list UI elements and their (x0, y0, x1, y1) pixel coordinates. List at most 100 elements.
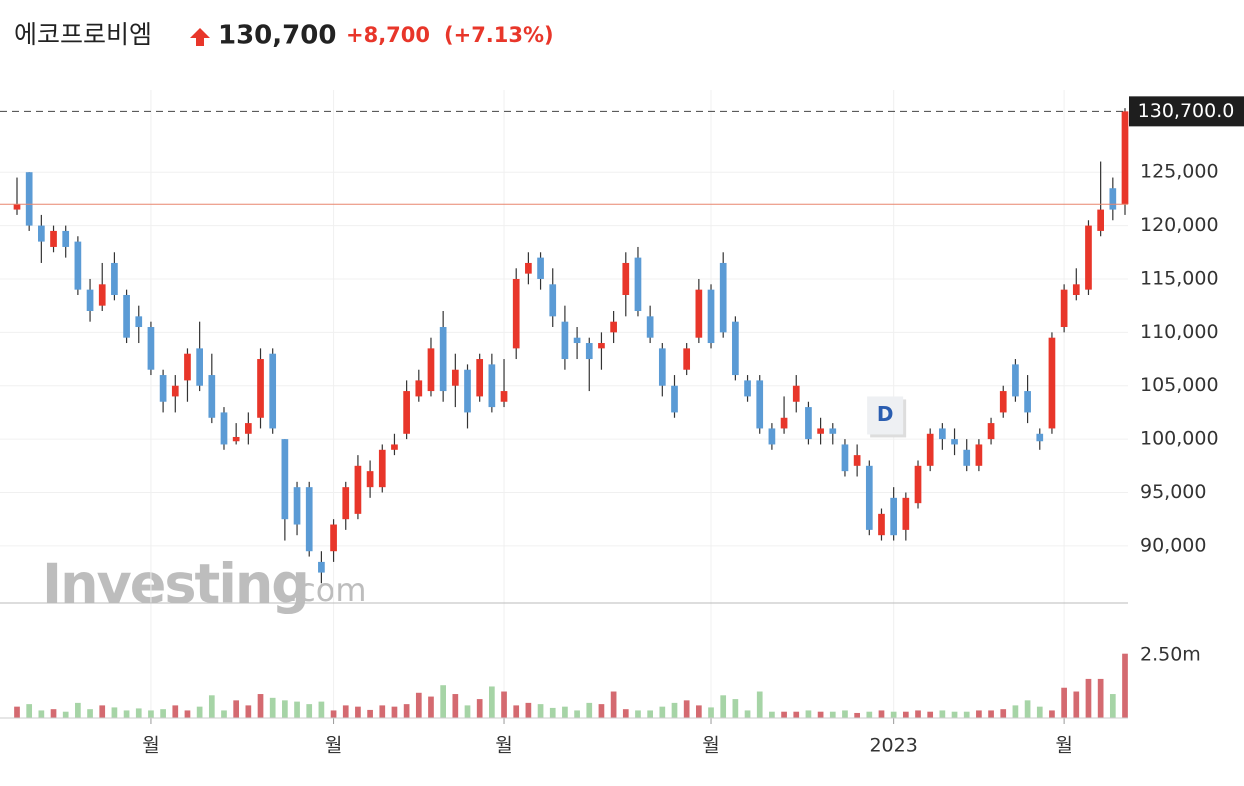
volume-bar (598, 704, 605, 718)
volume-bar (62, 711, 69, 718)
volume-bar (769, 711, 775, 718)
candle-body (500, 391, 508, 402)
volume-bar (415, 692, 422, 718)
volume-bar (135, 708, 142, 718)
candle-body (415, 380, 423, 397)
candle-body (464, 369, 471, 413)
candle-body (38, 225, 45, 242)
candle-body (695, 289, 703, 338)
change: +8,700 (346, 23, 430, 47)
volume-bar (269, 697, 276, 718)
x-tick-label: 2023 (869, 735, 917, 757)
volume-bar (367, 709, 373, 718)
volume-bar (196, 706, 203, 718)
candle-body (1024, 391, 1031, 413)
y-tick-label: 95,000 (1140, 481, 1206, 503)
up-arrow (190, 28, 210, 46)
candle-body (74, 241, 82, 290)
candle-body (926, 433, 934, 466)
candle-body (305, 487, 313, 552)
volume-bar (1000, 709, 1007, 718)
candle-body (293, 487, 301, 525)
volume-bar (306, 704, 313, 718)
volume-bar (342, 705, 349, 718)
volume-bar (927, 711, 934, 718)
volume-bar (1097, 678, 1104, 718)
volume-bar (208, 695, 215, 718)
volume-bar (756, 691, 763, 718)
watermark: Investing .com (42, 553, 367, 616)
candle-body (220, 412, 228, 445)
candle-body (999, 391, 1007, 413)
volume-bar (902, 711, 909, 718)
candle-body (780, 417, 788, 429)
volume-bar (123, 710, 130, 718)
candle-body (257, 359, 264, 418)
candle-body (25, 172, 33, 226)
volume-bar (1061, 687, 1067, 718)
candle-body (269, 353, 277, 429)
marker-label: D (877, 402, 894, 426)
y-tick-label: 125,000 (1140, 161, 1219, 183)
volume-bar (842, 710, 848, 718)
candle-body (719, 262, 727, 333)
candle-body (13, 204, 21, 210)
volume-bar (574, 710, 580, 718)
candle-body (427, 348, 435, 392)
volume-bar (732, 699, 739, 718)
volume-bar (1036, 706, 1043, 718)
candle-body (184, 353, 191, 381)
candle-body (512, 278, 520, 349)
volume-bar (476, 699, 483, 718)
x-tick-label: 월 (142, 735, 159, 757)
candle-body (622, 262, 630, 295)
volume-bar (233, 700, 240, 718)
candle-body (50, 230, 57, 247)
candle-body (439, 327, 447, 392)
candle-body (1060, 289, 1068, 328)
candle-body (817, 428, 824, 434)
volume-bar (951, 711, 958, 718)
volume-bar (1109, 694, 1116, 718)
candle-body (963, 449, 971, 466)
candle-body (1036, 433, 1044, 442)
candle-body (987, 423, 995, 440)
candle-body (196, 348, 203, 386)
candle-body (805, 407, 812, 440)
volume-bar (525, 702, 532, 718)
candle-body (135, 316, 143, 328)
volume-bar (1024, 700, 1031, 718)
candle-body (488, 364, 496, 408)
volume-bar (391, 706, 398, 718)
candle-body (939, 428, 946, 440)
x-tick-label: 월 (495, 735, 512, 757)
volume-bar (160, 709, 166, 718)
candle-body (476, 359, 484, 397)
candle-body (914, 465, 922, 504)
candle-body (975, 444, 983, 466)
volume-bar (963, 711, 970, 718)
candle-body (865, 465, 873, 530)
last-price-box (1129, 96, 1244, 127)
candle-body (391, 444, 398, 450)
y-tick-label: 120,000 (1140, 214, 1219, 236)
volume-bar (562, 706, 568, 718)
volume-bar (87, 709, 93, 718)
volume-bar (537, 704, 544, 718)
volume-bar (464, 705, 471, 718)
volume-bar (1073, 691, 1080, 718)
x-tick-label: 월 (1055, 735, 1072, 757)
candle-body (537, 257, 544, 279)
candle-body (1048, 337, 1056, 429)
volume-bar (452, 694, 459, 718)
y-tick-label: 115,000 (1140, 267, 1219, 289)
candle-body (525, 262, 532, 274)
volume-bar (1122, 653, 1128, 718)
candle-body (841, 444, 849, 472)
volume-bar (671, 702, 678, 718)
volume-bar (1049, 710, 1055, 718)
candle-body (634, 257, 642, 312)
candle-body (330, 524, 337, 552)
candle-body (98, 284, 106, 306)
volume-bar (793, 711, 800, 718)
